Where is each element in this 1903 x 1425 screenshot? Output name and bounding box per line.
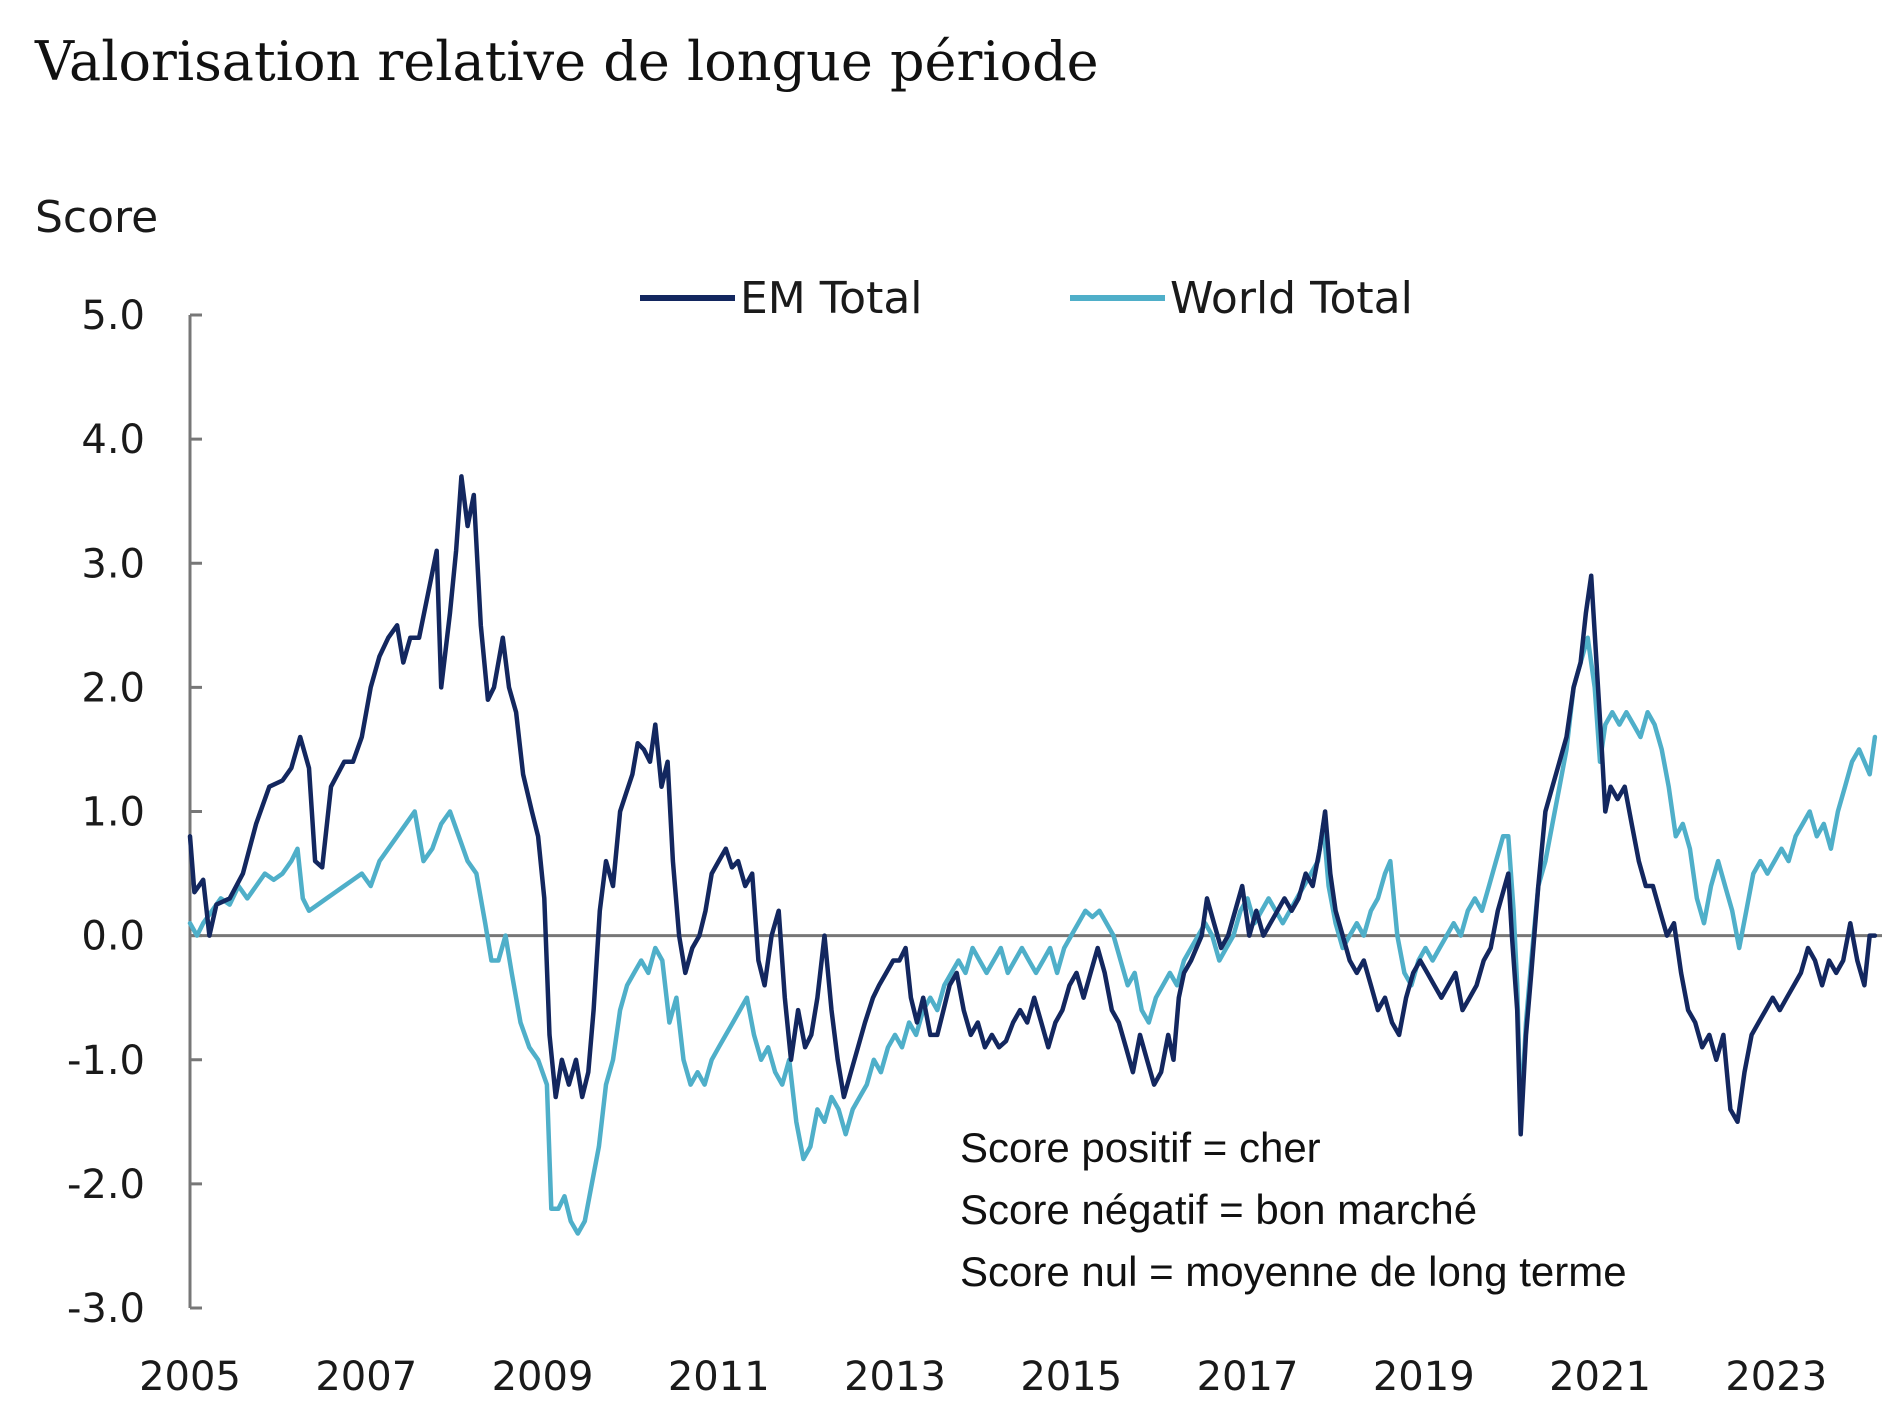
y-tick-label: -1.0 xyxy=(67,1038,145,1084)
notes: Score positif = cher Score négatif = bon … xyxy=(960,1124,1627,1295)
series-layer xyxy=(187,474,1878,1236)
x-tick-label: 2009 xyxy=(492,1354,594,1400)
y-axis-label: Score xyxy=(35,192,158,243)
x-tick-label: 2017 xyxy=(1197,1354,1299,1400)
x-tick-label: 2015 xyxy=(1020,1354,1122,1400)
x-tick-label: 2021 xyxy=(1549,1354,1651,1400)
x-tick-label: 2019 xyxy=(1373,1354,1475,1400)
legend-label-world-total: World Total xyxy=(1170,273,1413,324)
x-tick-label: 2011 xyxy=(668,1354,770,1400)
annotation-line: Score négatif = bon marché xyxy=(960,1186,1477,1233)
y-tick-label: 3.0 xyxy=(81,541,145,587)
annotation-line: Score positif = cher xyxy=(960,1124,1321,1171)
y-tick-label: 5.0 xyxy=(81,293,145,339)
legend: EM Total World Total xyxy=(640,273,1413,324)
y-tick-label: 2.0 xyxy=(81,665,145,711)
annotation-line: Score nul = moyenne de long terme xyxy=(960,1248,1627,1295)
y-tick-label: 4.0 xyxy=(81,417,145,463)
series-line-world-total xyxy=(187,635,1878,1236)
y-axis-ticks: 5.0 4.0 3.0 2.0 1.0 0.0 -1.0 -2.0 -3.0 xyxy=(67,293,202,1332)
x-axis-ticks: 2005 2007 2009 2011 2013 2015 2017 2019 2021 2023 xyxy=(139,1354,1827,1400)
y-tick-label: 0.0 xyxy=(81,914,145,960)
x-tick-label: 2013 xyxy=(844,1354,946,1400)
y-tick-label: -3.0 xyxy=(67,1286,145,1332)
axes xyxy=(188,315,1882,1308)
x-tick-label: 2023 xyxy=(1725,1354,1827,1400)
x-tick-label: 2005 xyxy=(139,1354,241,1400)
chart-title: Valorisation relative de longue période xyxy=(34,30,1099,93)
series-line-em-total xyxy=(187,474,1878,1137)
x-tick-label: 2007 xyxy=(315,1354,417,1400)
y-tick-label: -2.0 xyxy=(67,1162,145,1208)
y-tick-label: 1.0 xyxy=(81,790,145,836)
legend-label-em-total: EM Total xyxy=(740,273,923,324)
